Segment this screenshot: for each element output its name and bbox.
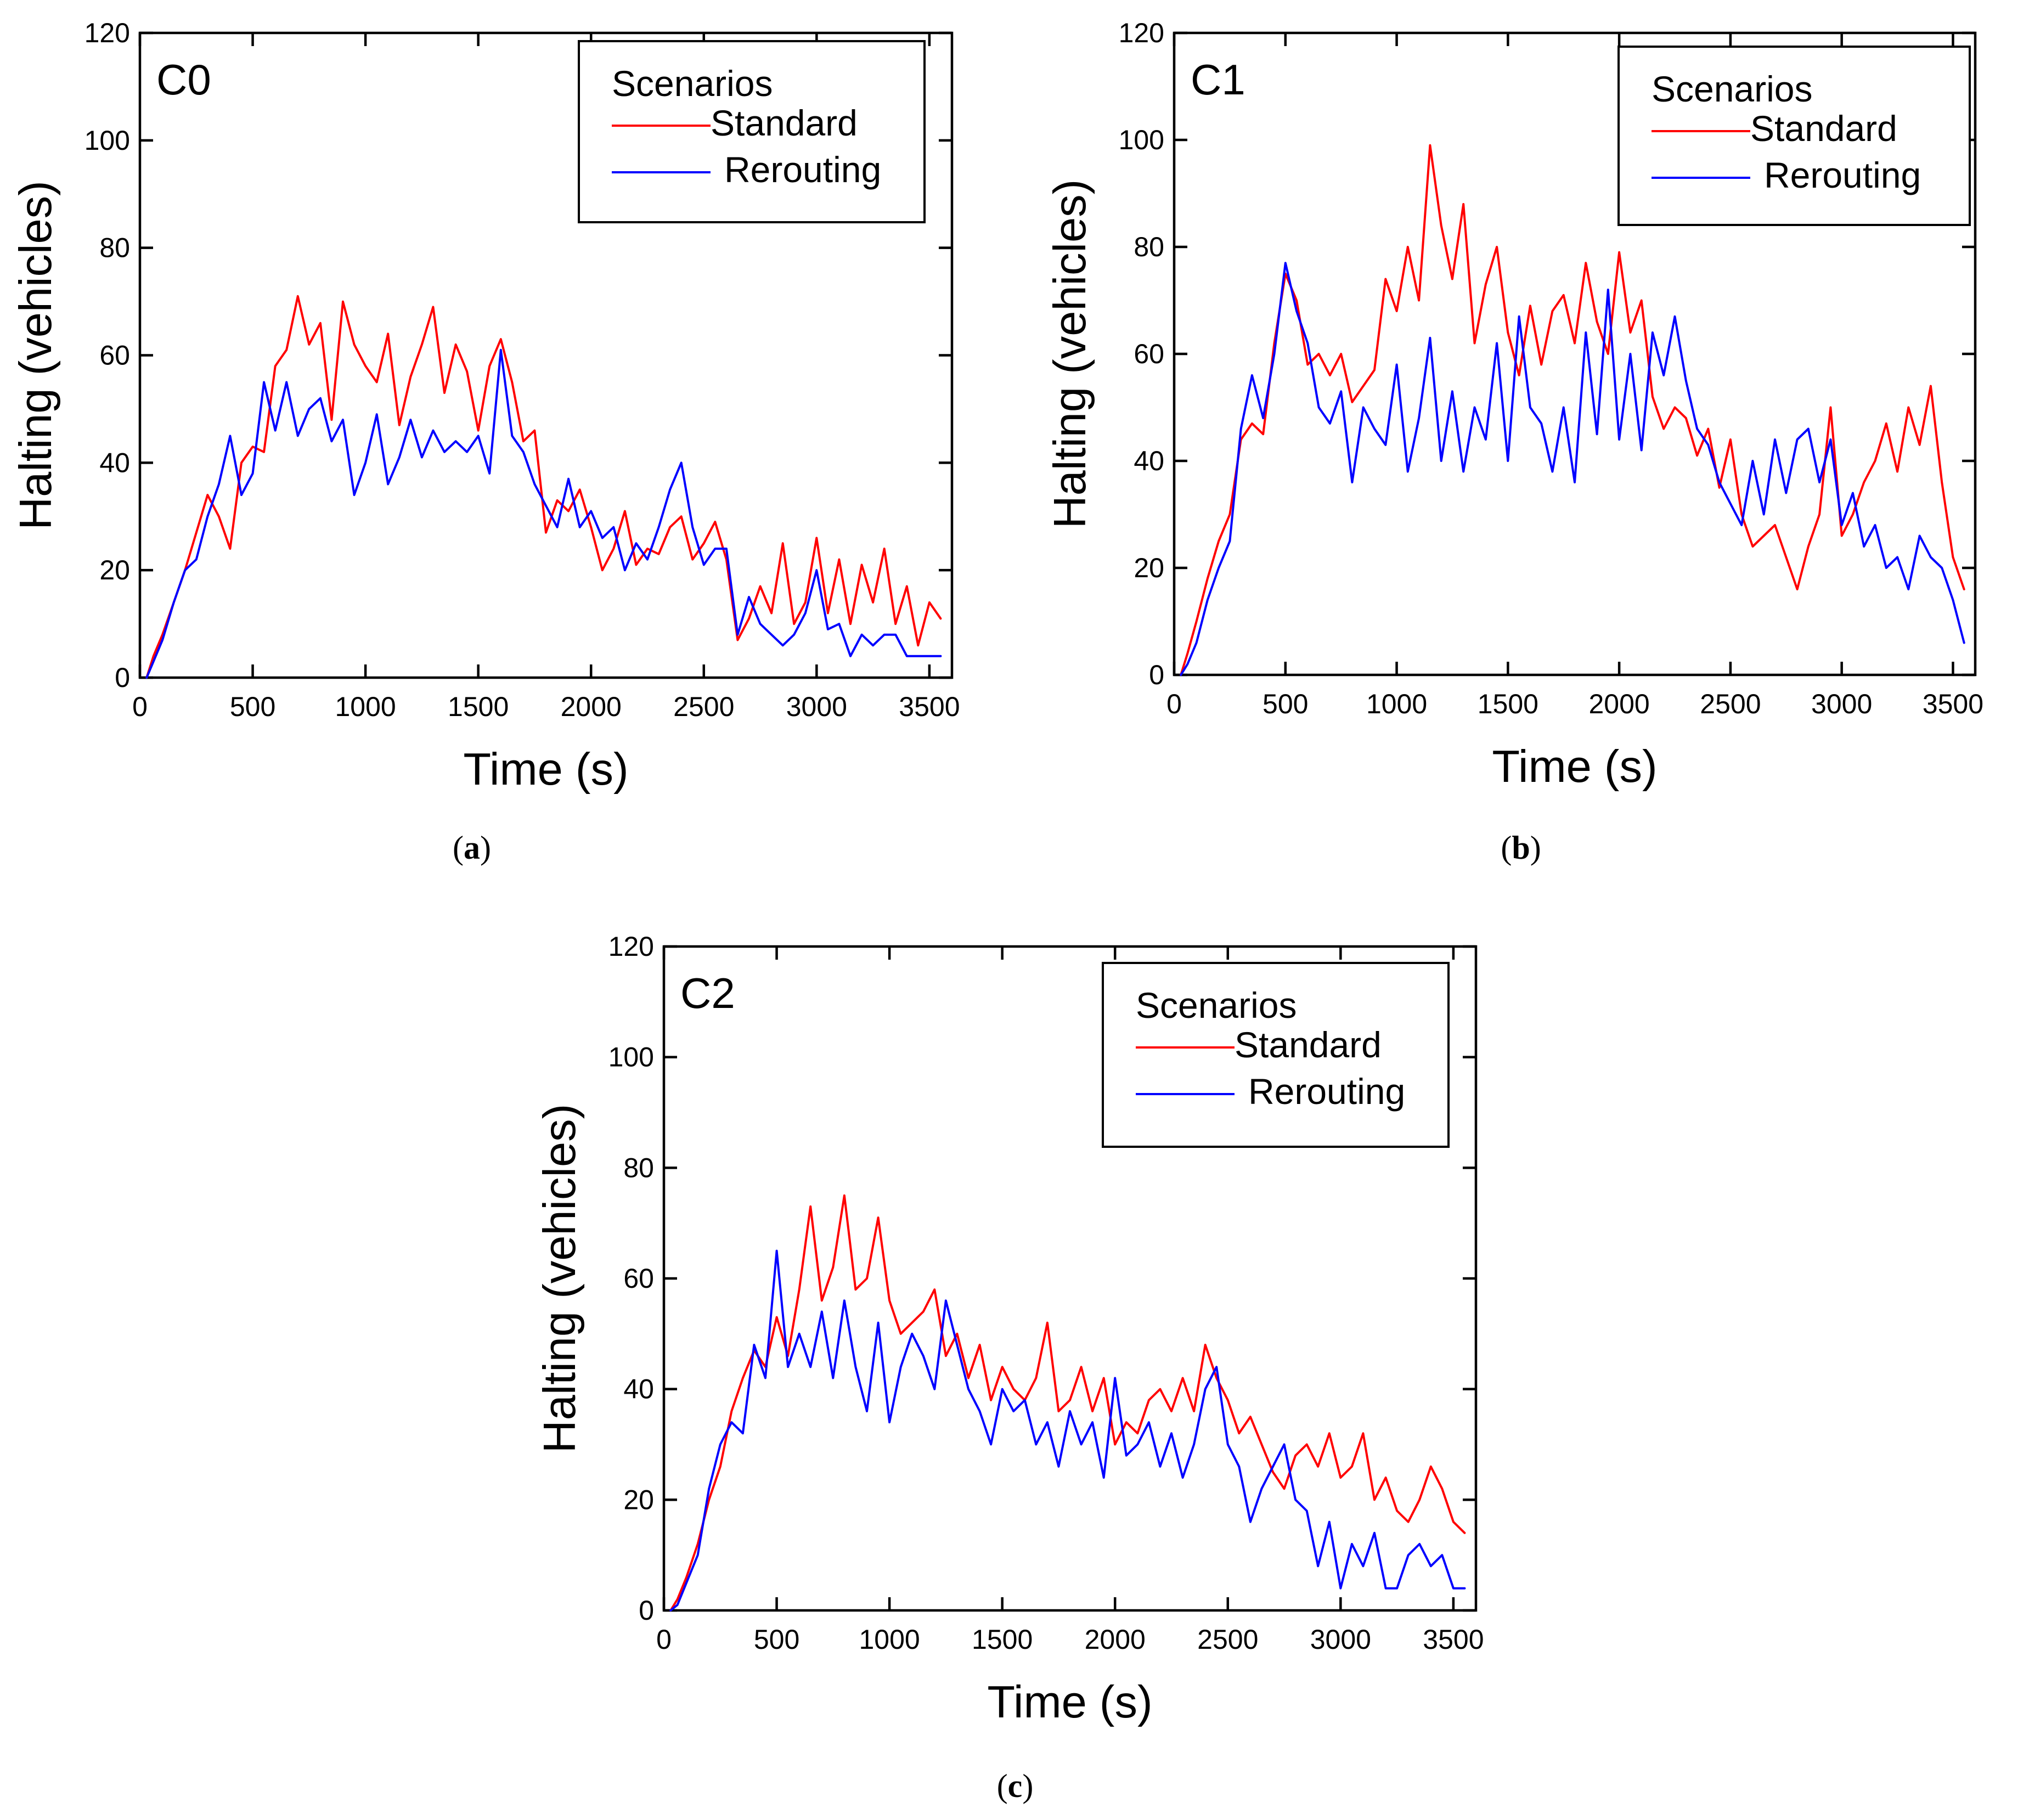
y-tick-label: 60 bbox=[1134, 339, 1164, 369]
y-tick-label: 60 bbox=[623, 1263, 654, 1294]
x-tick-label: 3500 bbox=[1423, 1624, 1484, 1655]
y-tick-label: 80 bbox=[623, 1152, 654, 1183]
x-tick-label: 0 bbox=[1166, 689, 1182, 719]
x-tick-label: 1500 bbox=[448, 691, 509, 722]
y-tick-label: 100 bbox=[84, 125, 130, 156]
caption-paren-open: ( bbox=[997, 1768, 1008, 1804]
chart-panel-c2: 0 20 40 60 80 100 120 0 500 1000 1500 2000 2500 3000 3… bbox=[534, 931, 1484, 1727]
y-tick-label: 20 bbox=[623, 1484, 654, 1515]
legend-label-rerouting: Rerouting bbox=[1764, 155, 1921, 195]
y-tick-label: 120 bbox=[84, 18, 130, 48]
caption-paren-open: ( bbox=[453, 830, 464, 866]
legend-title: Scenarios bbox=[612, 63, 773, 104]
x-tick-label: 3000 bbox=[1310, 1624, 1371, 1655]
series-line-standard bbox=[145, 295, 942, 679]
panel-label: C1 bbox=[1191, 55, 1245, 104]
x-tick-label: 3000 bbox=[786, 691, 847, 722]
x-axis-title: Time (s) bbox=[987, 1676, 1152, 1727]
series-line-rerouting bbox=[1180, 262, 1965, 676]
y-axis-title: Halting (vehicles) bbox=[1044, 179, 1095, 529]
caption-paren-close: ) bbox=[1022, 1768, 1033, 1804]
x-tick-label: 1500 bbox=[1478, 689, 1538, 719]
x-tick-label: 2500 bbox=[1700, 689, 1761, 719]
x-axis-title: Time (s) bbox=[463, 743, 628, 795]
y-tick-label: 100 bbox=[608, 1042, 654, 1073]
x-tick-label: 3000 bbox=[1811, 689, 1872, 719]
x-tick-label: 500 bbox=[230, 691, 275, 722]
legend-label-standard: Standard bbox=[1235, 1024, 1382, 1065]
caption-letter: c bbox=[1008, 1768, 1023, 1804]
caption-letter: b bbox=[1512, 830, 1530, 866]
x-tick-label: 1000 bbox=[859, 1624, 920, 1655]
y-tick-label: 120 bbox=[1119, 18, 1164, 48]
y-tick-label: 0 bbox=[639, 1595, 654, 1626]
series-line-rerouting bbox=[145, 348, 942, 679]
y-axis-title: Halting (vehicles) bbox=[10, 181, 61, 530]
x-tick-label: 3500 bbox=[1923, 689, 1983, 719]
x-tick-label: 2000 bbox=[1085, 1624, 1146, 1655]
legend-box bbox=[1102, 962, 1450, 1148]
chart-panel-c0: 0 20 40 60 80 100 120 0 500 1000 1500 2000 2500 3000 3… bbox=[10, 18, 960, 795]
x-tick-label: 1500 bbox=[972, 1624, 1033, 1655]
y-tick-label: 80 bbox=[99, 233, 130, 263]
x-axis-title: Time (s) bbox=[1492, 741, 1657, 792]
x-tick-label: 2000 bbox=[1588, 689, 1649, 719]
x-tick-label: 2500 bbox=[673, 691, 734, 722]
x-tick-label: 2000 bbox=[561, 691, 622, 722]
legend-label-rerouting: Rerouting bbox=[724, 149, 881, 190]
y-tick-label: 120 bbox=[608, 931, 654, 962]
panel-label: C2 bbox=[680, 969, 735, 1017]
y-tick-label: 60 bbox=[99, 340, 130, 371]
y-tick-label: 0 bbox=[115, 662, 130, 693]
series-line-rerouting bbox=[669, 1249, 1466, 1611]
x-tick-label: 0 bbox=[656, 1624, 672, 1655]
panel-label: C0 bbox=[156, 55, 211, 104]
y-tick-label: 0 bbox=[1149, 660, 1164, 690]
legend-label-standard: Standard bbox=[1750, 108, 1897, 149]
figure-caption: (b) bbox=[1501, 830, 1541, 866]
caption-paren-open: ( bbox=[1501, 830, 1512, 866]
caption-paren-close: ) bbox=[480, 830, 491, 866]
caption-paren-close: ) bbox=[1530, 830, 1541, 866]
x-tick-label: 0 bbox=[132, 691, 148, 722]
x-tick-label: 500 bbox=[754, 1624, 799, 1655]
legend-title: Scenarios bbox=[1136, 985, 1297, 1025]
x-tick-label: 1000 bbox=[335, 691, 396, 722]
legend-box bbox=[1617, 46, 1971, 226]
y-tick-label: 40 bbox=[1134, 446, 1164, 476]
legend-title: Scenarios bbox=[1652, 69, 1813, 109]
legend-box bbox=[578, 40, 926, 223]
x-tick-label: 2500 bbox=[1197, 1624, 1258, 1655]
x-tick-label: 1000 bbox=[1366, 689, 1427, 719]
y-tick-label: 20 bbox=[1134, 553, 1164, 583]
legend-label-standard: Standard bbox=[711, 103, 858, 143]
series-line-standard bbox=[1180, 144, 1965, 676]
figure-caption: (c) bbox=[997, 1768, 1034, 1804]
figure-caption: (a) bbox=[453, 830, 491, 866]
x-tick-label: 500 bbox=[1263, 689, 1308, 719]
caption-letter: a bbox=[464, 830, 480, 866]
y-tick-label: 100 bbox=[1119, 125, 1164, 155]
series-line-standard bbox=[669, 1194, 1466, 1611]
legend-label-rerouting: Rerouting bbox=[1248, 1071, 1405, 1112]
y-axis-title: Halting (vehicles) bbox=[534, 1104, 585, 1453]
y-tick-label: 20 bbox=[99, 555, 130, 585]
y-tick-label: 40 bbox=[99, 447, 130, 478]
chart-panel-c1: 0 20 40 60 80 100 120 0 500 1000 1500 2000 2500 3000 3… bbox=[1044, 18, 1983, 792]
y-tick-label: 80 bbox=[1134, 232, 1164, 262]
y-tick-label: 40 bbox=[623, 1374, 654, 1405]
x-tick-label: 3500 bbox=[899, 691, 960, 722]
